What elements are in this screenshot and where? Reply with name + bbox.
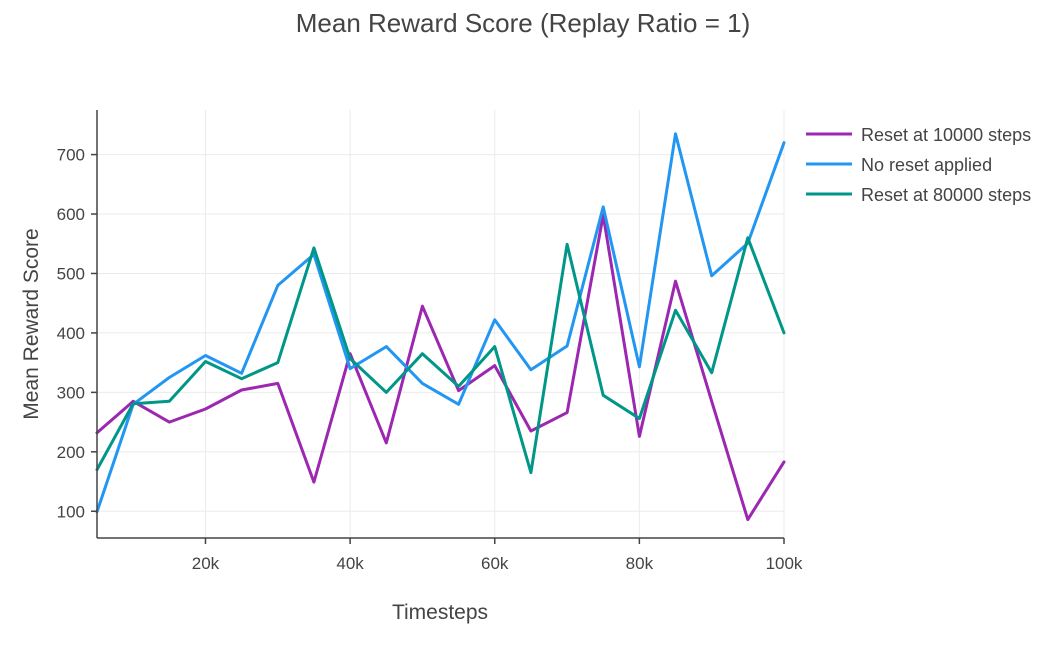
series-lines	[95, 132, 786, 522]
legend: Reset at 10000 steps No reset applied Rese…	[806, 125, 1031, 205]
series-line-1	[95, 213, 786, 522]
x-tick-label: 60k	[481, 554, 509, 573]
legend-label: Reset at 10000 steps	[861, 125, 1031, 145]
y-tick-label: 500	[57, 264, 85, 283]
chart-title: Mean Reward Score (Replay Ratio = 1)	[296, 8, 750, 38]
x-tick-label: 100k	[766, 554, 803, 573]
y-tick-label: 700	[57, 146, 85, 165]
y-tick-label: 300	[57, 383, 85, 402]
x-tick-label: 20k	[192, 554, 220, 573]
x-axis-label: Timesteps	[392, 601, 488, 624]
legend-label: No reset applied	[861, 155, 992, 175]
y-tick-label: 600	[57, 205, 85, 224]
y-tick-label: 100	[57, 502, 85, 521]
x-tick-label: 80k	[626, 554, 654, 573]
y-tick-label: 200	[57, 443, 85, 462]
x-tick-label: 40k	[336, 554, 364, 573]
legend-label: Reset at 80000 steps	[861, 185, 1031, 205]
series-line-2	[95, 132, 786, 514]
series-line-3	[95, 236, 786, 475]
grid-lines	[97, 110, 785, 538]
axis-ticks: 100 200 300 400 500 600 700 20k 40k 60k 80k 100k	[57, 146, 803, 573]
y-tick-label: 400	[57, 324, 85, 343]
y-axis-label: Mean Reward Score	[20, 228, 43, 419]
